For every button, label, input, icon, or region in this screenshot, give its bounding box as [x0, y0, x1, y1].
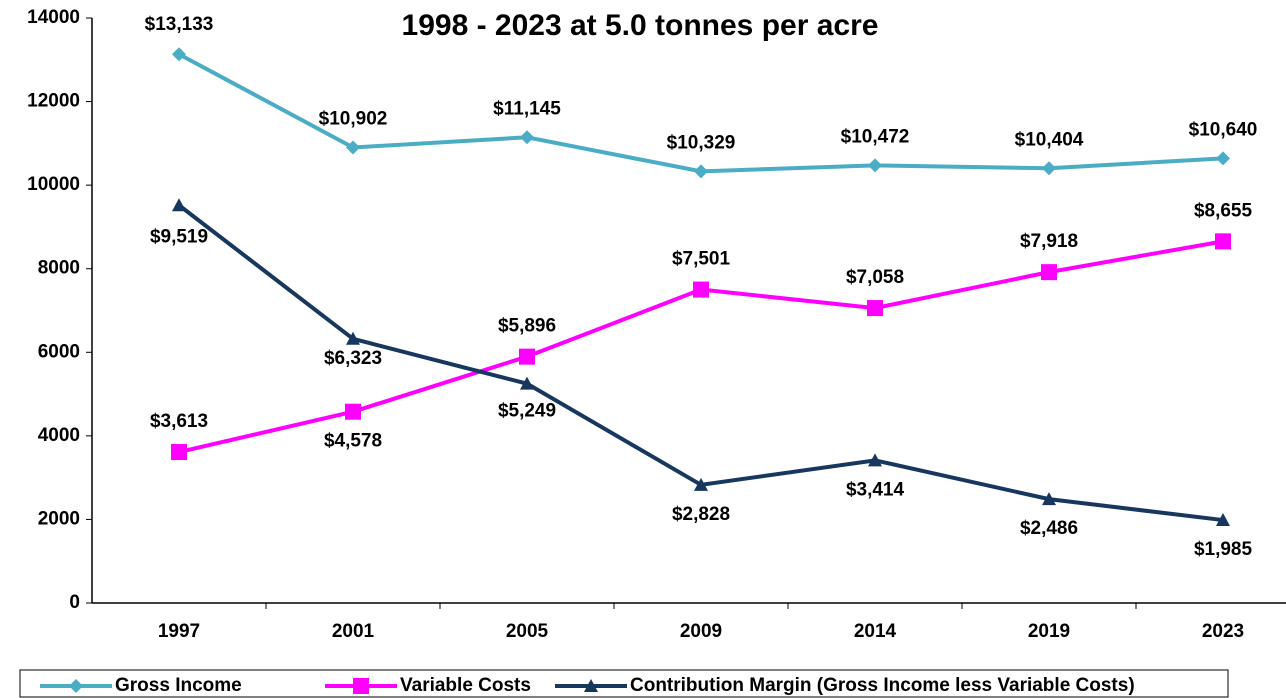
marker — [520, 130, 534, 145]
marker — [69, 679, 83, 693]
data-label: $1,985 — [1194, 539, 1253, 560]
data-label: $13,133 — [145, 14, 214, 35]
legend-label: Gross Income — [115, 675, 242, 696]
marker — [171, 444, 187, 461]
x-tick-label: 1997 — [158, 621, 200, 642]
marker — [1042, 492, 1056, 506]
y-tick-label: 10000 — [27, 174, 80, 195]
y-tick-label: 12000 — [27, 91, 80, 112]
x-tick-label: 2019 — [1028, 621, 1070, 642]
data-label: $5,896 — [498, 316, 556, 337]
marker — [520, 376, 534, 390]
data-label: $4,578 — [324, 431, 382, 452]
data-label: $2,828 — [672, 504, 730, 525]
data-label: $2,486 — [1020, 518, 1078, 539]
marker — [1216, 151, 1230, 166]
data-label: $6,323 — [324, 348, 382, 369]
marker — [693, 281, 709, 298]
x-tick-label: 2005 — [506, 621, 549, 642]
data-label: $3,613 — [150, 411, 208, 432]
x-tick-label: 2023 — [1202, 621, 1244, 642]
data-label: $10,404 — [1015, 129, 1084, 150]
marker — [345, 403, 361, 420]
data-label: $7,501 — [672, 249, 731, 270]
marker — [867, 300, 883, 317]
data-label: $5,249 — [498, 401, 556, 422]
marker — [172, 198, 186, 212]
data-label: $3,414 — [846, 479, 905, 500]
x-tick-label: 2009 — [680, 621, 722, 642]
legend-label: Variable Costs — [400, 675, 531, 696]
marker — [694, 164, 708, 179]
marker — [694, 477, 708, 491]
marker — [1042, 161, 1056, 176]
data-label: $7,058 — [846, 267, 904, 288]
series-line — [178, 239, 1224, 454]
y-tick-label: 8000 — [38, 258, 80, 279]
y-tick-label: 14000 — [27, 7, 80, 28]
y-tick-label: 2000 — [38, 508, 80, 529]
marker — [346, 331, 360, 345]
data-label: $11,145 — [493, 98, 561, 119]
x-tick-label: 2014 — [854, 621, 897, 642]
y-tick-label: 0 — [69, 592, 80, 613]
data-label: $9,519 — [150, 226, 208, 247]
marker — [868, 158, 882, 173]
data-label: $10,640 — [1189, 119, 1258, 140]
marker — [519, 348, 535, 365]
data-label: $8,655 — [1194, 200, 1253, 221]
marker — [1041, 264, 1057, 281]
marker — [868, 453, 882, 467]
legend-label: Contribution Margin (Gross Income less V… — [630, 675, 1135, 696]
marker — [172, 47, 186, 62]
marker — [1216, 513, 1230, 527]
marker — [346, 140, 360, 155]
data-label: $10,472 — [841, 126, 910, 147]
y-tick-label: 4000 — [38, 425, 80, 446]
data-label: $7,918 — [1020, 231, 1078, 252]
data-label: $10,329 — [667, 132, 736, 153]
chart-title: 1998 - 2023 at 5.0 tonnes per acre — [402, 9, 879, 42]
marker — [353, 678, 369, 694]
marker — [1215, 233, 1231, 250]
data-label: $10,902 — [319, 108, 388, 129]
x-tick-label: 2001 — [332, 621, 375, 642]
legend-box — [19, 669, 1229, 698]
y-tick-label: 6000 — [38, 341, 80, 362]
marker — [584, 679, 598, 692]
